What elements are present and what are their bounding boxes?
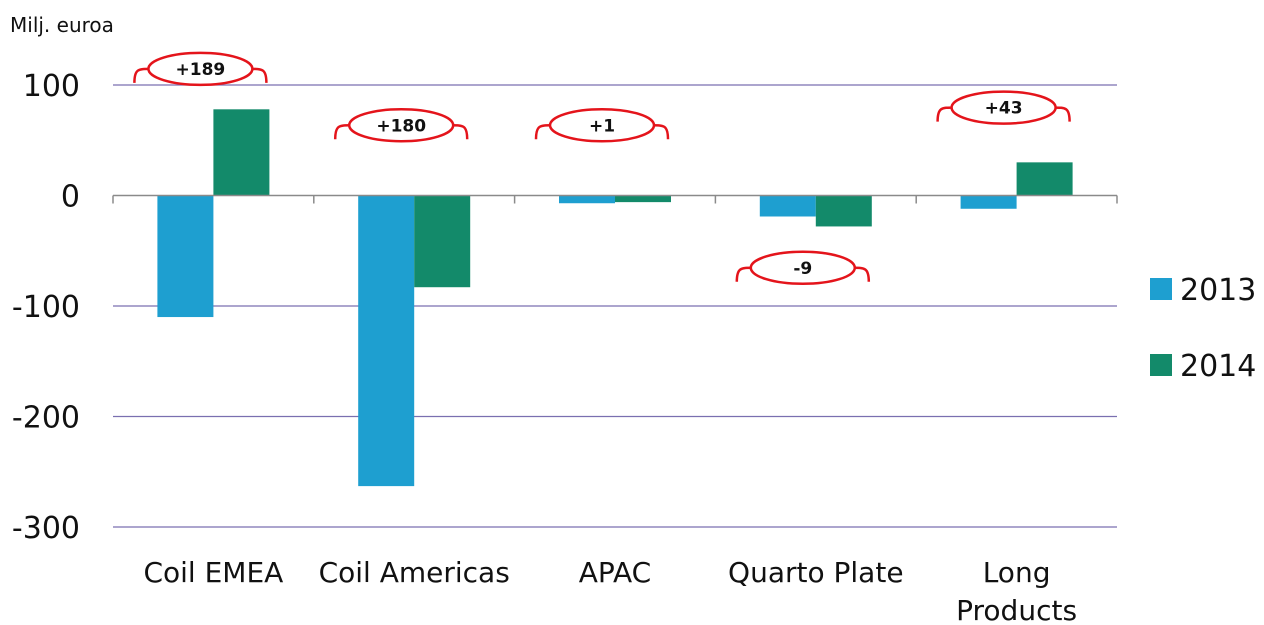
bar-2013: [759, 195, 816, 217]
annotations: +189 +180 +1 -9 +43: [133, 51, 1071, 286]
annotation: +180: [333, 108, 469, 143]
annotation-label: +180: [376, 116, 426, 136]
annotation-ellipse: [347, 108, 455, 143]
y-tick-label: -100: [12, 290, 80, 325]
y-tick-label: 0: [61, 180, 80, 215]
annotation: +1: [534, 108, 670, 143]
x-category-label: Coil Americas: [319, 556, 510, 589]
x-axis-categories: Coil EMEA Coil Americas APAC Quarto Plate Lo…: [143, 556, 1077, 625]
bar-2014: [615, 195, 671, 203]
y-tick-label: -300: [12, 511, 80, 546]
x-category-label: Long: [983, 556, 1051, 589]
bar-2013: [559, 195, 615, 204]
bars: [157, 109, 1073, 487]
annotation-label: +189: [176, 60, 226, 80]
x-category-label: Products: [956, 594, 1077, 625]
bar-2014: [414, 195, 471, 288]
bar-2013: [157, 195, 214, 318]
annotation: -9: [735, 250, 871, 286]
annotation-ellipse: [147, 51, 254, 87]
legend-label: 2014: [1180, 349, 1256, 384]
grid-lines: [113, 84, 1117, 528]
annotation: +43: [936, 90, 1071, 125]
x-category-label: Coil EMEA: [143, 556, 283, 589]
x-axis: [112, 194, 1118, 204]
x-category-label: Quarto Plate: [728, 556, 904, 589]
y-axis-unit-label: Milj. euroa: [10, 13, 114, 37]
x-category-label: APAC: [579, 556, 651, 589]
annotation-label: -9: [793, 259, 812, 279]
y-axis-ticks: 100 0 -100 -200 -300: [12, 69, 80, 546]
annotation-ellipse: [749, 250, 857, 286]
bar-2014: [1016, 162, 1073, 196]
legend-swatch-2013: [1150, 278, 1172, 300]
y-tick-label: -200: [12, 401, 80, 436]
legend: 2013 2014: [1150, 273, 1256, 384]
y-tick-label: 100: [23, 69, 80, 104]
annotation-label: +43: [985, 99, 1023, 119]
annotation: +189: [133, 51, 268, 87]
bar-2013: [960, 195, 1017, 209]
annotation-ellipse: [548, 108, 656, 143]
legend-label: 2013: [1180, 273, 1256, 308]
annotation-ellipse: [950, 90, 1057, 125]
bar-2013: [358, 195, 415, 487]
bar-2014: [213, 109, 270, 196]
annotation-label: +1: [589, 116, 615, 136]
legend-swatch-2014: [1150, 354, 1172, 376]
bar-2014: [815, 195, 872, 227]
